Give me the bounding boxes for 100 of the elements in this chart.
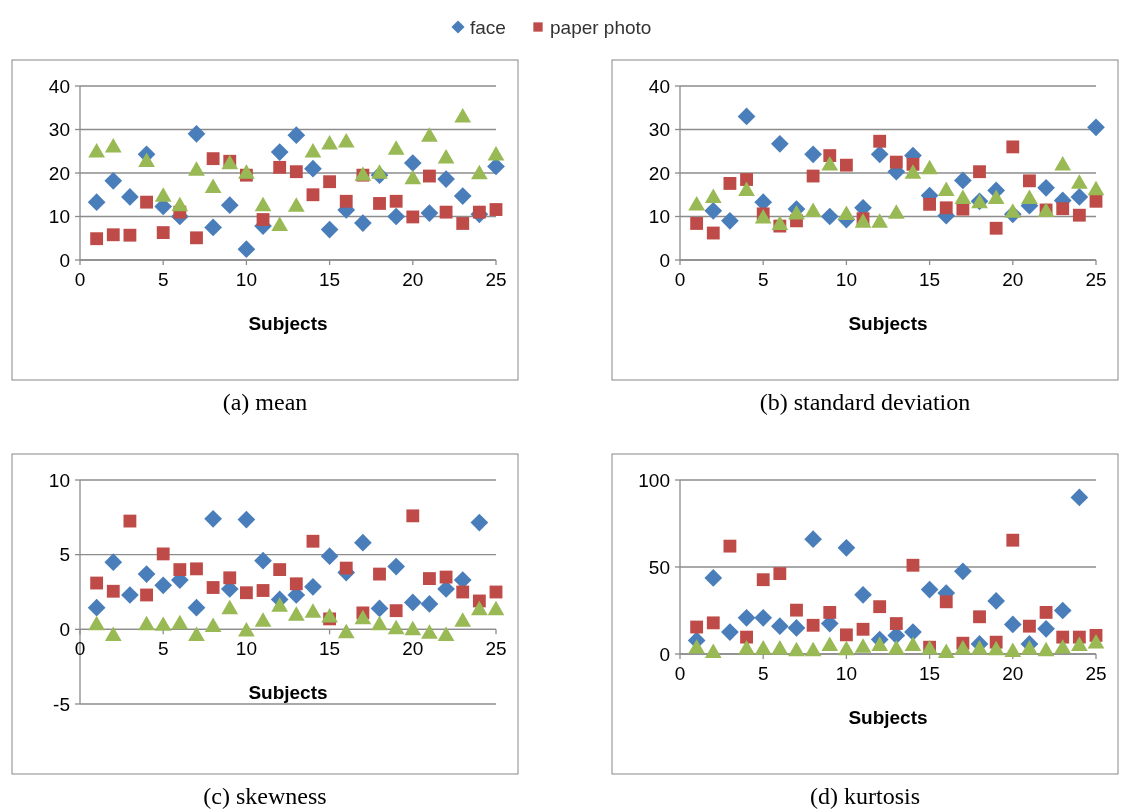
x-tick-label: 5 [757,663,769,684]
y-tick-label: 40 [48,75,70,97]
point [154,576,173,595]
x-tick-label: 10 [235,638,257,660]
point [804,530,822,549]
y-tick-label: 0 [59,249,70,271]
point [737,107,756,126]
point [270,143,289,161]
point [339,194,353,208]
point [403,154,422,172]
point [140,588,153,602]
point [454,108,472,123]
point [104,138,122,153]
point [238,621,255,637]
point [237,240,256,258]
point [387,619,405,635]
point [838,640,855,656]
point [403,593,422,612]
point [889,155,903,169]
x-tick-label: 0 [74,638,86,660]
point [937,643,955,658]
point [923,197,937,211]
point [190,562,203,576]
point [1037,619,1055,638]
point [256,213,270,226]
point [854,585,872,604]
point [306,534,320,548]
point [1037,641,1055,657]
point [690,217,704,230]
point [704,569,723,587]
point [406,509,420,523]
point [1071,636,1088,651]
point [706,616,720,630]
point [271,597,289,612]
point [220,196,239,215]
x-tick-label: 20 [402,269,424,290]
point [989,221,1003,235]
point [1087,118,1105,137]
point [806,169,820,183]
point [470,513,489,532]
point [406,210,420,224]
point [387,207,406,226]
x-tick-label: 0 [74,269,86,290]
point [204,178,222,194]
y-tick-label: 5 [59,544,70,566]
point [704,643,722,658]
point [939,595,953,609]
point [1006,533,1020,547]
point [723,177,737,190]
point [887,640,905,655]
point [204,617,222,632]
x-tick-label: 25 [485,269,507,290]
point [471,600,488,616]
point [754,640,772,655]
point [321,608,338,623]
point [837,539,856,557]
legend-label: face [470,16,506,38]
point [1023,174,1036,188]
point [289,165,303,179]
point [206,581,220,594]
point [190,231,203,245]
point [304,159,322,178]
point [973,165,986,179]
point [387,557,406,576]
point [371,164,388,179]
point [823,605,837,619]
point [1070,188,1089,206]
point [171,614,189,630]
point [756,573,770,587]
point [771,215,789,231]
point [740,630,753,644]
point [188,161,205,176]
x-tick-label: 25 [1085,663,1107,684]
point [206,152,220,166]
point [204,218,222,237]
y-tick-label: 50 [648,556,670,578]
point [790,603,803,617]
point [471,164,488,180]
x-axis-title: Subjects [248,682,328,704]
point [688,639,705,654]
point [773,567,787,581]
point [1056,202,1070,216]
point [121,188,139,206]
point [804,641,822,657]
point [1087,633,1105,649]
point [104,553,123,571]
point [906,558,920,572]
point [289,577,303,591]
point [456,585,470,599]
text: (d) kurtosis [810,783,920,809]
x-tick-label: 5 [157,638,169,660]
x-tick-label: 10 [235,269,257,290]
point [956,202,970,216]
point [123,514,137,528]
x-tick-label: 10 [835,663,857,684]
point [323,175,337,189]
point [954,171,972,190]
point [873,134,887,148]
point [487,600,505,616]
point [439,570,453,584]
